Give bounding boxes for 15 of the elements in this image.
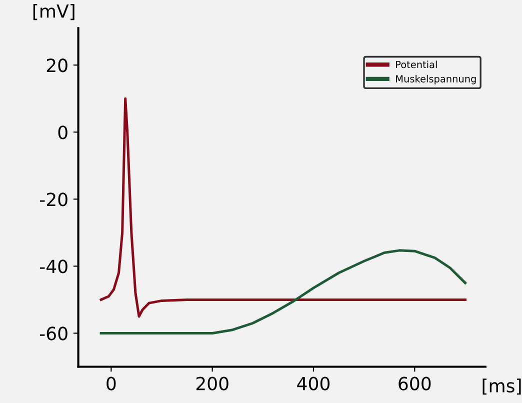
x-tick-label: 0: [106, 376, 116, 390]
y-axis-title: [mV]: [33, 4, 74, 20]
legend-label: Potential: [396, 60, 437, 68]
y-tick-label: 0: [58, 126, 68, 140]
y-tick-label: -40: [40, 260, 68, 274]
x-tick-label: 600: [398, 376, 431, 390]
x-axis-title: [ms]: [482, 378, 521, 395]
line-series: [100, 249, 466, 334]
y-tick-label: 20: [46, 58, 68, 72]
y-tick-label: -20: [40, 192, 68, 206]
legend-label: Muskelspannung: [396, 74, 476, 84]
x-tick-label: 200: [196, 376, 228, 390]
line-series: [100, 97, 466, 318]
x-tick-label: 400: [297, 376, 330, 390]
y-tick-label: -60: [40, 326, 68, 340]
